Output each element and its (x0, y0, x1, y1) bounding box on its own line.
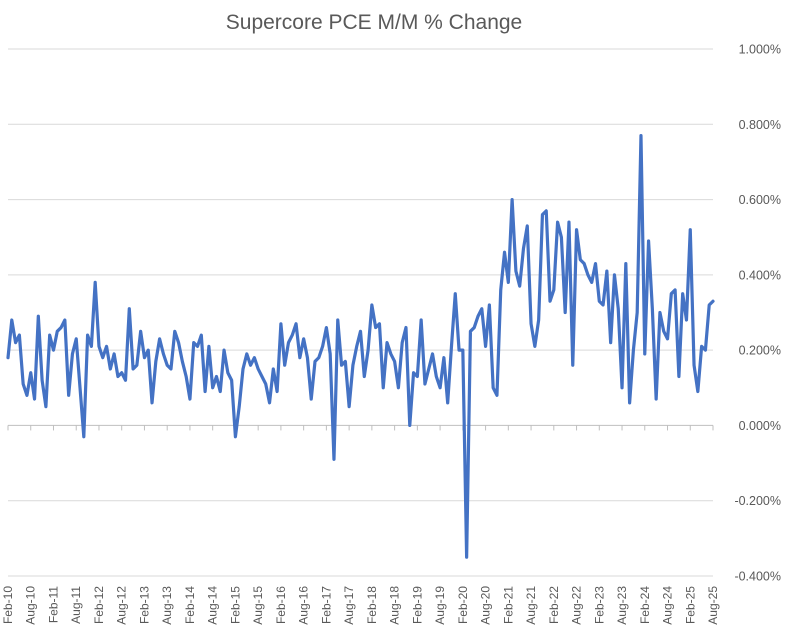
y-tick-label: 0.400% (739, 268, 781, 282)
x-tick-label: Aug-21 (524, 586, 538, 625)
x-tick-label: Feb-13 (137, 586, 151, 624)
series-layer (6, 133, 715, 559)
x-tick-label: Aug-25 (706, 586, 720, 625)
y-tick-label: 1.000% (739, 43, 781, 57)
x-tick-label: Aug-20 (479, 586, 493, 625)
x-tick-label: Aug-11 (69, 586, 83, 624)
x-tick-label: Aug-13 (160, 586, 174, 625)
x-tick-label: Aug-14 (206, 586, 220, 625)
y-tick-label: 0.200% (739, 344, 781, 358)
x-tick-label: Aug-23 (615, 586, 629, 625)
x-tick-label: Feb-15 (228, 586, 242, 624)
y-tick-label: -0.200% (734, 494, 781, 508)
x-tick-label: Feb-11 (46, 586, 60, 623)
gridlines (8, 48, 713, 577)
x-tick-label: Feb-18 (365, 586, 379, 624)
x-tick-label: Feb-10 (1, 586, 15, 624)
x-tick-label: Aug-17 (342, 586, 356, 625)
series-line (6, 133, 715, 559)
chart-title: Supercore PCE M/M % Change (226, 11, 522, 34)
x-tick-label: Aug-12 (115, 586, 129, 625)
x-tick-label: Feb-19 (410, 586, 424, 624)
x-tick-label: Feb-12 (92, 586, 106, 624)
y-axis-tick-labels: -0.400% -0.200% 0.000% 0.200% 0.400% 0.600% 0.… (734, 43, 781, 584)
x-tick-label: Aug-15 (251, 586, 265, 625)
x-axis-tick-labels: Feb-10 Aug-10 Feb-11 Aug-11 Feb-12 Aug-12 Feb-… (1, 586, 720, 625)
x-tick-label: Feb-23 (592, 586, 606, 624)
x-tick-label: Aug-10 (24, 586, 38, 625)
y-tick-label: -0.400% (734, 570, 781, 584)
x-tick-label: Feb-21 (501, 586, 515, 624)
x-tick-label: Feb-24 (638, 586, 652, 624)
x-tick-label: Aug-22 (570, 586, 584, 625)
x-tick-label: Feb-16 (274, 586, 288, 624)
x-axis (7, 425, 714, 431)
x-tick-label: Aug-18 (388, 586, 402, 625)
x-tick-label: Feb-22 (547, 586, 561, 624)
x-tick-label: Feb-14 (183, 586, 197, 624)
x-tick-label: Aug-16 (297, 586, 311, 625)
y-tick-label: 0.000% (739, 419, 781, 433)
x-tick-label: Feb-20 (456, 586, 470, 624)
x-tick-label: Aug-19 (433, 586, 447, 625)
x-tick-label: Feb-17 (319, 586, 333, 624)
y-tick-label: 0.800% (739, 118, 781, 132)
y-tick-label: 0.600% (739, 193, 781, 207)
x-tick-label: Feb-25 (683, 586, 697, 624)
x-tick-label: Aug-24 (661, 586, 675, 625)
